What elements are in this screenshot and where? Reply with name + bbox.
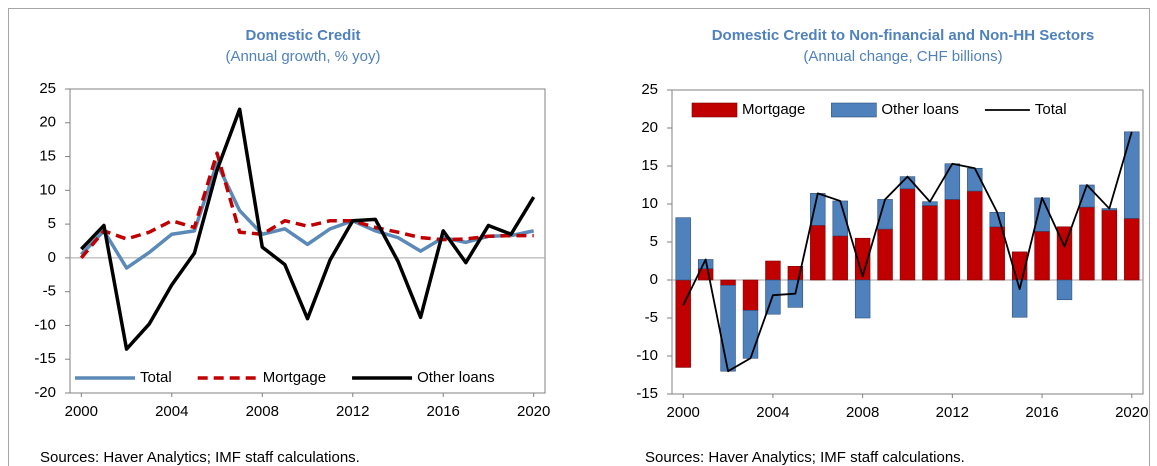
x-tick-label: 2020 — [1115, 404, 1148, 421]
bar — [1011, 279, 1028, 318]
legend-label: Total — [140, 369, 172, 386]
x-tick-label: 2008 — [846, 404, 879, 421]
y-tick-label: -15 — [636, 385, 658, 402]
y-tick-label: -10 — [636, 347, 658, 364]
y-tick-label: -5 — [43, 283, 56, 300]
bar — [989, 226, 1005, 281]
bar — [720, 285, 736, 372]
chart-subtitle: (Annual change, CHF billions) — [803, 48, 1002, 65]
bar — [720, 279, 736, 286]
legend-swatch — [691, 102, 738, 118]
source-note: Sources: Haver Analytics; IMF staff calc… — [645, 449, 965, 466]
x-tick-label: 2000 — [65, 403, 98, 420]
plot-area — [69, 88, 546, 394]
y-tick-label: -10 — [34, 316, 56, 333]
bar — [1034, 197, 1050, 232]
x-tick-label: 2020 — [517, 403, 550, 420]
y-tick-label: 25 — [641, 81, 658, 98]
legend-label: Other loans — [417, 369, 495, 386]
y-tick-label: 20 — [39, 114, 56, 131]
bar — [1079, 206, 1095, 281]
bar — [944, 163, 961, 200]
y-tick-label: -15 — [34, 350, 56, 367]
bar — [1034, 231, 1050, 281]
series-line — [80, 107, 536, 351]
series-line — [80, 161, 535, 270]
series-line — [682, 131, 1133, 373]
y-tick-label: 20 — [641, 119, 658, 136]
bar — [899, 188, 916, 281]
y-tick-label: 25 — [39, 80, 56, 97]
x-tick-label: 2016 — [427, 403, 460, 420]
bar — [944, 199, 961, 281]
bar — [877, 228, 893, 281]
x-tick-label: 2016 — [1025, 404, 1058, 421]
y-tick-label: 15 — [641, 157, 658, 174]
bar — [810, 224, 826, 281]
bar — [1124, 131, 1140, 219]
bar — [854, 279, 871, 319]
chart-title: Domestic Credit — [245, 27, 360, 44]
source-note: Sources: Haver Analytics; IMF staff calc… — [40, 449, 360, 466]
x-tick-label: 2000 — [667, 404, 700, 421]
x-tick-label: 2012 — [336, 403, 369, 420]
y-tick-label: 10 — [641, 195, 658, 212]
bar — [967, 190, 983, 281]
chart-title: Domestic Credit to Non-financial and Non… — [712, 27, 1095, 44]
x-tick-label: 2012 — [936, 404, 969, 421]
x-tick-label: 2004 — [756, 404, 789, 421]
bar — [742, 310, 759, 359]
legend-box — [72, 367, 543, 389]
x-tick-label: 2004 — [155, 403, 188, 420]
bar — [1056, 279, 1073, 301]
bar — [922, 205, 938, 281]
y-tick-label: -5 — [645, 309, 658, 326]
series-line — [79, 151, 534, 260]
bar — [1124, 218, 1140, 281]
y-tick-label: 10 — [39, 181, 56, 198]
x-tick-label: 2008 — [246, 403, 279, 420]
bar — [1079, 184, 1095, 208]
bar — [742, 279, 759, 311]
chart-subtitle: (Annual growth, % yoy) — [225, 48, 380, 65]
legend-label: Mortgage — [742, 101, 805, 118]
legend-swatch — [831, 102, 877, 118]
frame — [8, 8, 1150, 466]
legend-label: Mortgage — [263, 369, 326, 386]
y-tick-label: 15 — [39, 148, 56, 165]
bar — [765, 260, 781, 281]
y-tick-label: 0 — [48, 249, 56, 266]
legend-label: Other loans — [881, 101, 959, 118]
y-tick-label: 5 — [48, 215, 56, 232]
bar — [675, 217, 691, 281]
y-tick-label: 5 — [650, 233, 658, 250]
y-tick-label: -20 — [34, 384, 56, 401]
bar — [832, 235, 848, 281]
bar — [1101, 209, 1118, 281]
legend-label: Total — [1035, 101, 1067, 118]
y-tick-label: 0 — [650, 271, 658, 288]
